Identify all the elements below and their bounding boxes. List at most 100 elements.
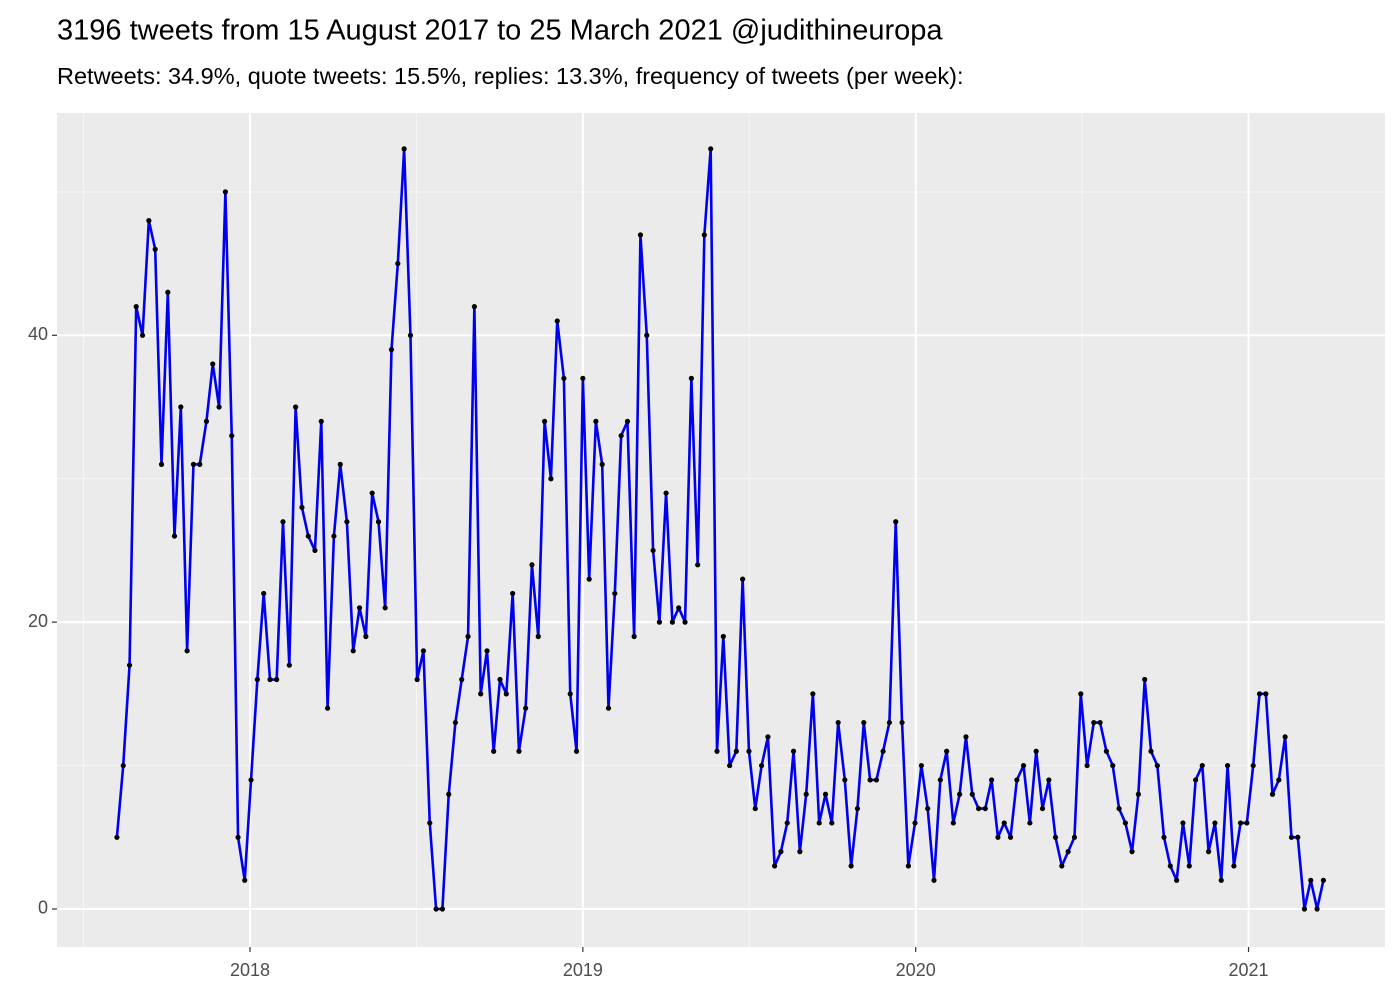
point <box>957 791 963 797</box>
point <box>893 519 899 525</box>
point <box>407 332 414 338</box>
point <box>1167 863 1173 869</box>
point <box>1295 834 1301 840</box>
point <box>395 260 401 267</box>
point <box>1231 863 1237 869</box>
point <box>669 619 676 625</box>
point <box>1237 820 1244 826</box>
point <box>324 705 331 711</box>
plot-panel <box>57 113 1385 947</box>
point <box>695 562 701 568</box>
x-tick-label: 2018 <box>230 960 270 980</box>
point <box>810 691 816 697</box>
point <box>599 461 605 467</box>
point <box>267 676 273 683</box>
point <box>286 662 292 668</box>
point <box>676 605 682 611</box>
point <box>1282 734 1288 740</box>
point <box>822 791 829 797</box>
point <box>740 576 746 582</box>
point <box>535 633 541 640</box>
point <box>912 820 918 826</box>
point <box>331 533 337 539</box>
point <box>261 590 267 597</box>
point <box>1320 877 1327 883</box>
point <box>274 676 280 683</box>
point <box>350 648 356 654</box>
point <box>369 490 375 496</box>
point <box>459 676 465 683</box>
point <box>771 863 778 869</box>
chart-title: 3196 tweets from 15 August 2017 to 25 Ma… <box>57 15 943 47</box>
point <box>746 748 752 754</box>
point <box>1256 691 1263 697</box>
point <box>337 461 343 467</box>
point <box>701 232 707 238</box>
point <box>529 562 535 568</box>
point <box>1174 877 1180 883</box>
point <box>1193 777 1199 783</box>
point <box>950 820 956 826</box>
point <box>254 676 260 683</box>
point <box>1308 877 1314 883</box>
point <box>1116 805 1122 812</box>
point <box>688 375 694 381</box>
point <box>593 418 599 424</box>
point <box>918 762 924 769</box>
point <box>1110 762 1116 769</box>
point <box>765 734 771 740</box>
point <box>835 719 841 726</box>
point <box>759 762 765 769</box>
point <box>861 719 867 726</box>
point <box>503 691 509 697</box>
point <box>1212 820 1218 826</box>
point <box>1199 762 1205 769</box>
point <box>1250 762 1256 769</box>
point <box>816 820 822 826</box>
point <box>305 533 311 539</box>
point <box>216 404 222 410</box>
point <box>184 648 190 654</box>
point <box>1078 691 1084 697</box>
point <box>1059 863 1065 869</box>
point <box>784 820 790 826</box>
point <box>797 849 803 855</box>
point <box>905 863 911 869</box>
x-tick-label: 2019 <box>563 960 603 980</box>
point <box>586 576 592 582</box>
point <box>561 375 567 381</box>
point <box>1205 849 1212 855</box>
point <box>178 404 184 410</box>
x-tick-label: 2021 <box>1229 960 1269 980</box>
point <box>778 849 784 855</box>
point <box>165 289 171 295</box>
point <box>1071 834 1078 840</box>
point <box>1129 849 1135 855</box>
point <box>624 418 631 424</box>
point <box>1244 820 1250 826</box>
point <box>1033 748 1039 754</box>
point <box>126 662 133 668</box>
point <box>1301 906 1308 912</box>
point <box>523 705 529 711</box>
point <box>899 719 905 726</box>
point <box>401 146 407 152</box>
point <box>484 648 490 654</box>
point <box>203 418 210 424</box>
point <box>790 748 797 754</box>
point <box>842 777 848 783</box>
point <box>210 361 216 367</box>
point <box>1103 748 1110 754</box>
line <box>115 147 1325 911</box>
point <box>1091 719 1097 726</box>
y-tick-label: 0 <box>38 898 48 918</box>
point <box>867 777 873 783</box>
point <box>612 590 618 597</box>
point <box>663 490 669 496</box>
y-tick-label: 20 <box>28 611 48 631</box>
point <box>414 676 420 683</box>
point <box>937 777 943 783</box>
point <box>682 619 688 625</box>
point <box>375 519 382 525</box>
point <box>190 461 197 467</box>
